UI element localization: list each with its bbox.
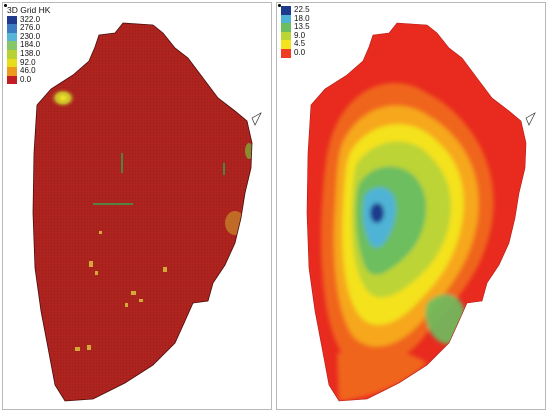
contour-legend-label: 13.5: [294, 22, 310, 32]
contour-legend-row: 22.5: [281, 5, 310, 15]
contour-legend-row: 9.0: [281, 30, 310, 41]
contour-legend-label: 4.5: [294, 39, 306, 49]
contour-peak: [370, 203, 384, 223]
contour-legend-swatch: [281, 6, 291, 15]
hk-legend-label: 184.0: [20, 40, 41, 50]
contour-legend-swatch: [281, 48, 291, 58]
contour-legend-label: 22.5: [294, 5, 310, 14]
hk-legend-swatch: [7, 75, 17, 85]
contour-legend-row: 18.0: [281, 13, 310, 24]
hk-legend-row: 276.0: [7, 24, 50, 33]
hk-domain-outline: [32, 22, 253, 402]
contour-map: [306, 22, 536, 402]
panel-marker-dot: [4, 4, 7, 7]
hk-legend-label: 230.0: [20, 31, 41, 41]
hk-legend-row: 138.0: [7, 48, 50, 59]
contour-legend-swatch: [281, 23, 291, 32]
hk-legend-title: 3D Grid HK: [7, 5, 51, 15]
contour-legend-row: 4.5: [281, 40, 310, 49]
hk-legend-label: 276.0: [20, 23, 41, 33]
hk-high-zone-north: [50, 88, 76, 108]
right-map-panel: 22.5 18.0 13.5 9.0 4.5 0.0: [276, 2, 546, 410]
contour-south-zone: [337, 350, 427, 401]
contour-legend-row: 13.5: [281, 23, 310, 32]
contour-domain-outline: [306, 22, 527, 402]
contour-legend-swatch: [281, 14, 291, 24]
hk-legend-label: 46.0: [20, 66, 36, 76]
hk-zone-east: [225, 211, 245, 235]
hk-outlier-cell: [251, 112, 262, 126]
contour-legend-label: 0.0: [294, 47, 306, 57]
contour-legend-swatch: [281, 40, 291, 49]
contour-legend-label: 9.0: [294, 30, 306, 40]
hk-legend-row: 230.0: [7, 31, 50, 42]
hk-legend-swatch: [7, 24, 17, 33]
hk-legend-row: 46.0: [7, 67, 50, 76]
hk-legend-swatch: [7, 67, 17, 76]
hk-legend-swatch: [7, 58, 17, 68]
left-map-panel: 3D Grid HK 322.0 276.0 230.0 184.0 138.0 92.0…: [2, 2, 272, 410]
hk-legend-row: 0.0: [7, 74, 50, 85]
contour-legend-row: 0.0: [281, 47, 310, 58]
hk-green-streaks: [93, 153, 225, 205]
hk-scattered-cells: [75, 231, 167, 351]
hk-legend-label: 322.0: [20, 14, 41, 24]
panel-marker-dot: [278, 4, 281, 7]
hk-legend-label: 92.0: [20, 57, 36, 67]
contour-legend-label: 18.0: [294, 13, 310, 23]
hk-zone-east-edge: [245, 143, 252, 159]
hk-legend-swatch: [7, 49, 17, 59]
hk-legend-swatch: [7, 15, 17, 25]
contour-legend: 22.5 18.0 13.5 9.0 4.5 0.0: [281, 5, 310, 58]
hk-grid-map: [32, 22, 262, 402]
hk-legend-row: 322.0: [7, 14, 50, 25]
hk-legend-swatch: [7, 41, 17, 50]
contour-legend-swatch: [281, 31, 291, 41]
hk-legend-row: 92.0: [7, 57, 50, 68]
contour-outlier-cell: [525, 112, 536, 126]
hk-legend-row: 184.0: [7, 41, 50, 50]
hk-legend-label: 138.0: [20, 48, 41, 58]
hk-legend-swatch: [7, 32, 17, 42]
hk-legend: 3D Grid HK 322.0 276.0 230.0 184.0 138.0 92.0…: [7, 5, 51, 85]
hk-legend-label: 0.0: [20, 74, 32, 84]
